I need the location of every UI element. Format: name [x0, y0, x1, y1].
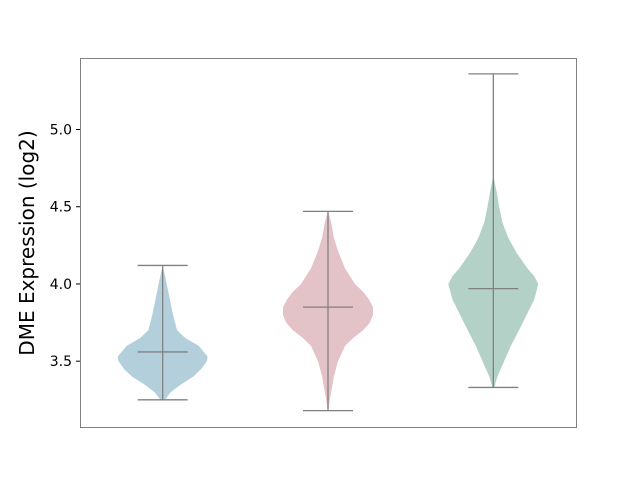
- y-tick-label: 4.0: [50, 277, 72, 293]
- y-tick-label: 3.5: [50, 354, 72, 370]
- y-axis: 3.5 4.0 4.5 5.0: [50, 123, 80, 370]
- plot-frame: [80, 58, 577, 428]
- violins: [117, 73, 539, 412]
- y-tick-label: 5.0: [50, 123, 72, 139]
- y-tick-label: 4.5: [50, 200, 72, 216]
- y-axis-label: DME Expression (log2): [15, 130, 39, 355]
